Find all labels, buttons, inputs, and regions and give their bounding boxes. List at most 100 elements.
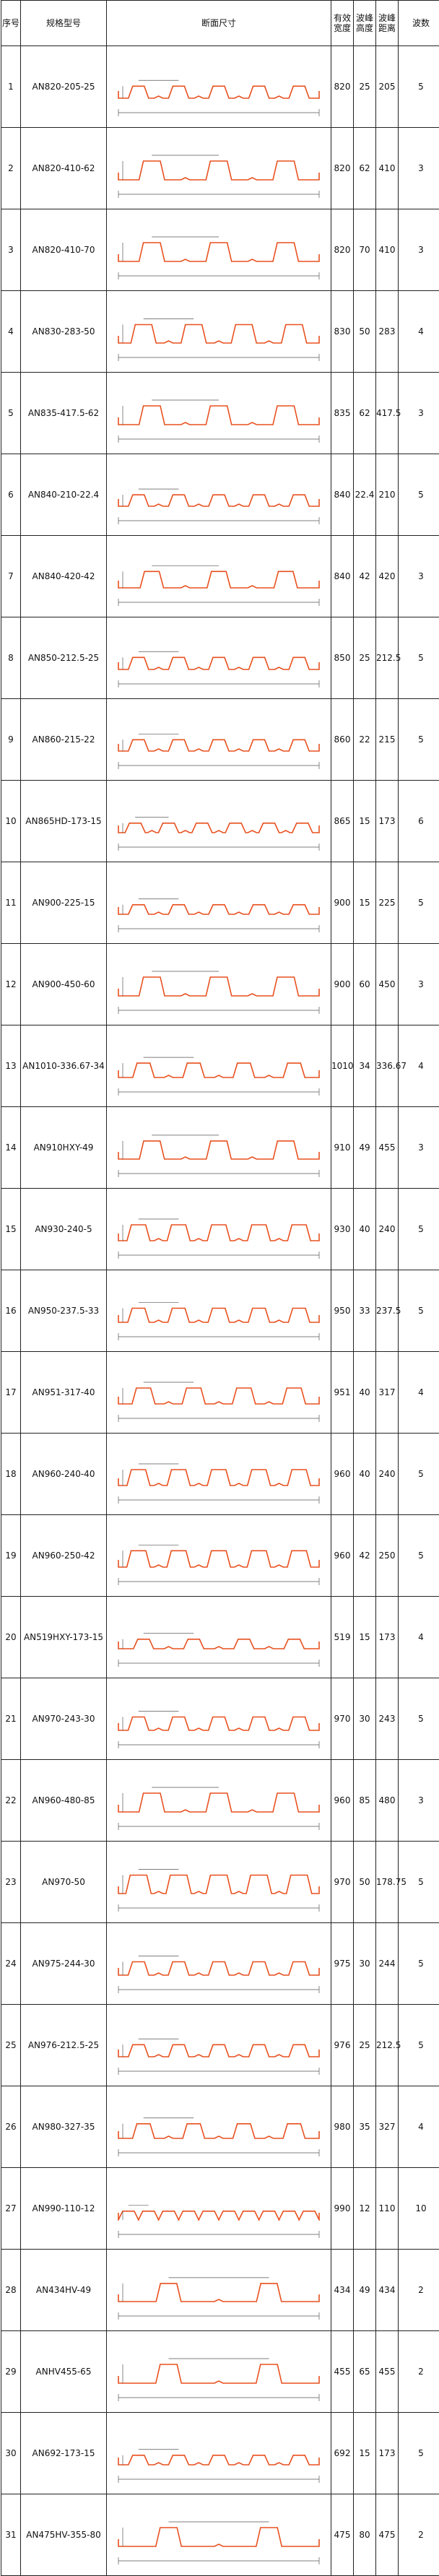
profile-diagram: [108, 2499, 329, 2571]
model-name-cell: AN930-240-5: [21, 1189, 107, 1270]
header-no-label: 序号: [2, 18, 19, 28]
model-name: AN519HXY-173-15: [24, 1632, 103, 1642]
model-name: AN835-417.5-62: [28, 408, 99, 418]
profile-drawing-cell: [107, 1107, 331, 1189]
profile-drawing-cell: [107, 46, 331, 128]
crest-height: 62: [359, 408, 370, 418]
wave-count-cell: 5: [399, 46, 439, 128]
crest-height: 85: [359, 1795, 370, 1805]
wave-count: 5: [418, 1224, 424, 1234]
wave-count-cell: 5: [399, 454, 439, 536]
row-number-cell: 14: [1, 1107, 21, 1189]
crest-distance: 455: [379, 1142, 396, 1153]
crest-distance: 410: [379, 245, 396, 255]
wave-count-cell: 3: [399, 373, 439, 454]
crest-distance: 244: [379, 1959, 396, 1969]
profile-diagram: [108, 1601, 329, 1673]
profile-diagram: [108, 132, 329, 204]
profile-drawing-cell: [107, 2331, 331, 2413]
profile-drawing-cell: [107, 1270, 331, 1352]
crest-height-cell: 30: [354, 1923, 376, 2005]
crest-distance: 480: [379, 1795, 396, 1805]
model-name-cell: AN900-450-60: [21, 944, 107, 1025]
wave-count: 3: [418, 1795, 424, 1805]
profile-drawing-cell: [107, 1189, 331, 1270]
model-name-cell: AN980-327-35: [21, 2086, 107, 2168]
wave-count: 5: [418, 1469, 424, 1479]
profile-diagram: [108, 1764, 329, 1836]
row-number-cell: 5: [1, 373, 21, 454]
effective-width: 930: [334, 1224, 351, 1234]
model-name: AN960-240-40: [32, 1469, 95, 1479]
effective-width-cell: 976: [331, 2005, 354, 2086]
crest-height-cell: 50: [354, 1842, 376, 1923]
wave-count: 5: [418, 734, 424, 745]
model-name: ANHV455-65: [36, 2367, 92, 2377]
row-number-cell: 9: [1, 699, 21, 781]
crest-height-cell: 85: [354, 1760, 376, 1842]
crest-distance: 110: [379, 2203, 396, 2213]
profile-drawing-cell: [107, 944, 331, 1025]
crest-height: 30: [359, 1714, 370, 1724]
effective-width: 900: [334, 898, 351, 908]
effective-width-cell: 475: [331, 2494, 354, 2576]
row-number-cell: 4: [1, 291, 21, 373]
crest-height: 42: [359, 571, 370, 581]
model-name: AN990-110-12: [32, 2203, 95, 2213]
model-name-cell: AN865HD-173-15: [21, 781, 107, 862]
profile-outline: [118, 2364, 319, 2383]
effective-width: 475: [334, 2530, 351, 2540]
model-name-cell: AN835-417.5-62: [21, 373, 107, 454]
profile-drawing-cell: [107, 2494, 331, 2576]
crest-distance-cell: 283: [376, 291, 399, 373]
effective-width-cell: 990: [331, 2168, 354, 2250]
profile-drawing-cell: [107, 781, 331, 862]
crest-distance-cell: 417.5: [376, 373, 399, 454]
profile-drawing-cell: [107, 2168, 331, 2250]
row-number: 7: [8, 571, 14, 581]
crest-distance-cell: 243: [376, 1678, 399, 1760]
row-number-cell: 27: [1, 2168, 21, 2250]
crest-height: 15: [359, 2448, 370, 2458]
effective-width-cell: 960: [331, 1760, 354, 1842]
crest-distance: 327: [379, 2122, 396, 2132]
crest-height: 40: [359, 1387, 370, 1397]
crest-distance-cell: 455: [376, 2331, 399, 2413]
crest-distance: 215: [379, 734, 396, 745]
effective-width-cell: 820: [331, 46, 354, 128]
crest-height-cell: 40: [354, 1352, 376, 1434]
row-number-cell: 31: [1, 2494, 21, 2576]
row-number-cell: 13: [1, 1025, 21, 1107]
crest-distance-cell: 240: [376, 1434, 399, 1515]
model-name-cell: AN820-410-70: [21, 209, 107, 291]
model-name: AN970-50: [42, 1877, 85, 1887]
crest-distance: 212.5: [376, 2040, 401, 2050]
effective-width: 840: [334, 490, 351, 500]
effective-width: 820: [334, 163, 351, 173]
profile-outline: [118, 1962, 319, 1976]
model-name: AN976-212.5-25: [28, 2040, 99, 2050]
crest-height-cell: 25: [354, 46, 376, 128]
crest-distance: 210: [379, 490, 396, 500]
wave-count: 3: [418, 245, 424, 255]
profile-diagram: [108, 622, 329, 694]
crest-height: 30: [359, 1959, 370, 1969]
header-waves: 波数: [399, 1, 439, 46]
effective-width-cell: 975: [331, 1923, 354, 2005]
row-number: 17: [5, 1387, 16, 1397]
effective-width: 970: [334, 1877, 351, 1887]
wave-count: 5: [418, 1877, 424, 1887]
crest-distance-cell: 173: [376, 2413, 399, 2494]
crest-distance: 450: [379, 979, 396, 989]
profile-outline: [118, 1225, 319, 1241]
profile-diagram: [108, 1111, 329, 1184]
profile-outline: [118, 2528, 319, 2546]
crest-height: 62: [359, 163, 370, 173]
